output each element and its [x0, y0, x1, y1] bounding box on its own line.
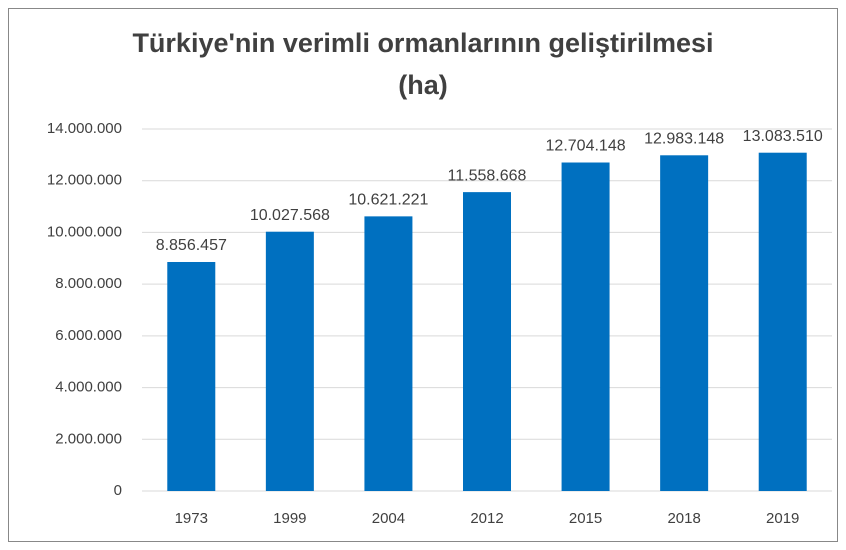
data-label: 12.983.148: [644, 131, 724, 148]
x-tick-label: 1973: [175, 510, 208, 527]
data-label: 11.558.668: [448, 167, 527, 184]
data-label: 10.621.221: [348, 192, 428, 209]
x-tick-label: 1999: [273, 510, 306, 527]
y-tick-label: 12.000.000: [47, 172, 122, 189]
y-tick-label: 14.000.000: [47, 120, 122, 137]
chart-title: Türkiye'nin verimli ormanlarının gelişti…: [132, 28, 714, 100]
bar: [167, 261, 216, 491]
bar: [758, 152, 807, 491]
bar: [364, 216, 413, 491]
y-tick-label: 0: [114, 482, 122, 499]
y-tick-label: 2.000.000: [55, 430, 122, 447]
data-label: 10.027.568: [250, 207, 330, 224]
x-tick-label: 2012: [470, 510, 503, 527]
x-tick-label: 2015: [569, 510, 602, 527]
y-tick-label: 8.000.000: [55, 275, 122, 292]
x-tick-label: 2004: [372, 510, 405, 527]
bar: [561, 162, 610, 492]
y-tick-label: 6.000.000: [55, 327, 122, 344]
y-tick-label: 4.000.000: [55, 379, 122, 396]
x-tick-label: 2018: [667, 510, 700, 527]
bar: [660, 155, 709, 491]
data-label: 12.704.148: [546, 138, 626, 155]
x-tick-label: 2019: [766, 510, 799, 527]
y-tick-label: 10.000.000: [47, 223, 122, 240]
bar: [463, 192, 511, 492]
data-label: 13.083.510: [743, 128, 823, 145]
data-label: 8.856.457: [156, 237, 227, 254]
bar: [265, 231, 314, 491]
